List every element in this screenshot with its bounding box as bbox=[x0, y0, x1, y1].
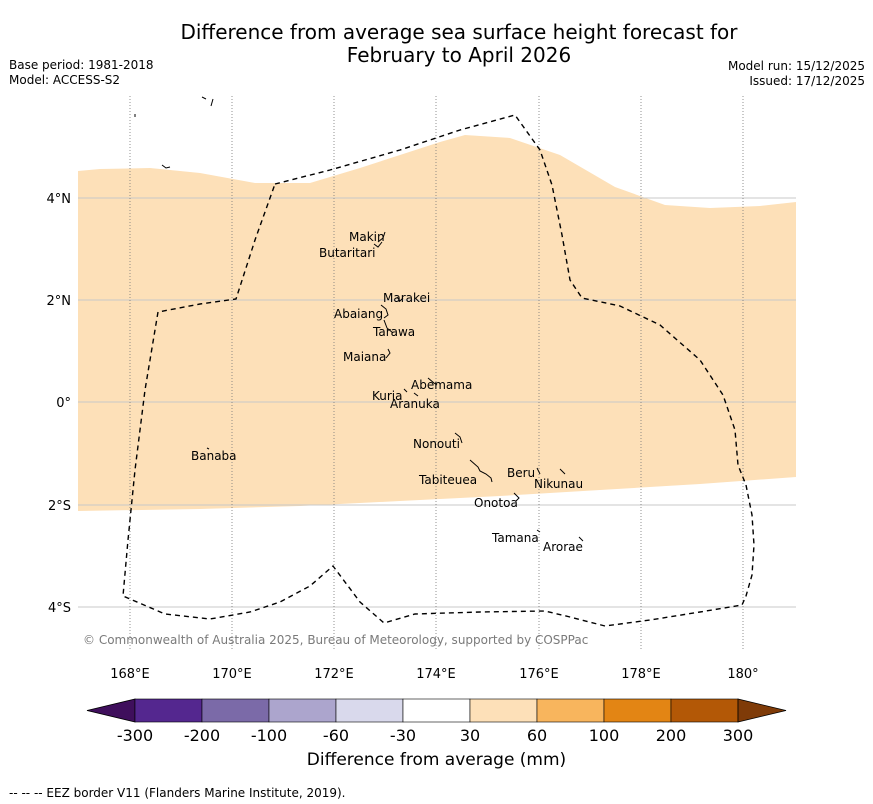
colorbar bbox=[86, 698, 787, 723]
coast-top-fragment-1 bbox=[201, 96, 207, 100]
lon-label-172: 172°E bbox=[314, 667, 354, 682]
label-marakei: Marakei bbox=[383, 291, 430, 305]
colorbar-label: 30 bbox=[459, 726, 481, 745]
island-makin-shape bbox=[377, 231, 386, 243]
colorbar-label: -300 bbox=[116, 726, 154, 745]
label-abemama: Abemama bbox=[411, 378, 472, 392]
colorbar-label: -200 bbox=[183, 726, 221, 745]
lat-label-0: 0° bbox=[56, 396, 71, 411]
copyright-text: © Commonwealth of Australia 2025, Bureau… bbox=[83, 633, 588, 647]
island-arorae-shape bbox=[578, 536, 584, 542]
colorbar-segment--60-to--30 bbox=[335, 698, 404, 723]
colorbar-segment-30-to-60 bbox=[469, 698, 538, 723]
colorbar-label: -60 bbox=[322, 726, 350, 745]
label-nikunau: Nikunau bbox=[534, 477, 583, 491]
label-tarawa: Tarawa bbox=[372, 325, 415, 339]
model-run-text: Model run: 15/12/2025 bbox=[727, 59, 865, 73]
coastlines bbox=[134, 96, 584, 542]
island-tabiteuea-shape bbox=[469, 459, 493, 483]
island-marakei-shape bbox=[396, 296, 404, 302]
island-kuria-shape bbox=[403, 388, 408, 393]
lat-label-4s: 4°S bbox=[48, 601, 71, 616]
island-nikunau-shape bbox=[559, 468, 566, 475]
coast-top-fragment-4 bbox=[161, 164, 171, 169]
island-tarawa-shape bbox=[383, 319, 394, 334]
lon-label-178: 178°E bbox=[621, 667, 661, 682]
colorbar-label: 100 bbox=[588, 726, 620, 745]
island-aranuka-shape bbox=[413, 392, 419, 397]
colorbar-label: 200 bbox=[655, 726, 687, 745]
colorbar-segment--200-to--100 bbox=[201, 698, 270, 723]
lon-gridlines bbox=[129, 96, 744, 650]
colorbar-title: Difference from average (mm) bbox=[306, 750, 567, 770]
title-line-1: Difference from average sea surface heig… bbox=[180, 20, 738, 44]
issued-text: Issued: 17/12/2025 bbox=[749, 74, 865, 88]
title-line-2: February to April 2026 bbox=[346, 43, 572, 67]
label-arorae: Arorae bbox=[543, 540, 583, 554]
model-text: Model: ACCESS-S2 bbox=[9, 73, 121, 87]
label-maiana: Maiana bbox=[343, 350, 386, 364]
lat-label-4n: 4°N bbox=[47, 192, 72, 207]
colorbar-segment-200-to-300 bbox=[670, 698, 739, 723]
colorbar-label: -30 bbox=[389, 726, 417, 745]
lat-gridlines bbox=[78, 197, 796, 608]
meta-left: Base period: 1981-2018 Model: ACCESS-S2 bbox=[9, 58, 154, 88]
colorbar-extend-low bbox=[86, 698, 136, 723]
island-nonouti-shape bbox=[454, 432, 463, 444]
lon-label-176: 176°E bbox=[519, 667, 559, 682]
lon-label-170: 170°E bbox=[212, 667, 252, 682]
eez-legend-footer: -- -- -- EEZ border V11 (Flanders Marine… bbox=[9, 786, 346, 800]
lat-label-2s: 2°S bbox=[48, 499, 71, 514]
colorbar-segment--30-to-30 bbox=[402, 698, 471, 723]
lat-label-2n: 2°N bbox=[47, 294, 72, 309]
anomaly-region-30-60 bbox=[78, 135, 796, 511]
base-period-text: Base period: 1981-2018 bbox=[9, 58, 154, 72]
colorbar-extend-high bbox=[737, 698, 787, 723]
island-labels: Makin Butaritari Marakei Abaiang Tarawa … bbox=[191, 230, 583, 554]
colorbar-segment--100-to--60 bbox=[268, 698, 337, 723]
island-beru-shape bbox=[536, 467, 541, 475]
label-kuria: Kuria bbox=[372, 389, 403, 403]
label-banaba: Banaba bbox=[191, 449, 237, 463]
label-nonouti: Nonouti bbox=[413, 437, 460, 451]
island-abemama-shape bbox=[427, 377, 438, 386]
island-butaritari-shape bbox=[373, 241, 383, 248]
coast-top-fragment-2 bbox=[210, 98, 214, 107]
colorbar-segment-100-to-200 bbox=[603, 698, 672, 723]
island-abaiang-shape bbox=[380, 304, 389, 319]
colorbar-label: 300 bbox=[722, 726, 754, 745]
island-maiana-shape bbox=[385, 348, 391, 359]
island-banaba-shape bbox=[206, 447, 210, 450]
lon-label-180: 180° bbox=[727, 667, 758, 682]
label-beru: Beru bbox=[507, 466, 535, 480]
lon-label-168: 168°E bbox=[110, 667, 150, 682]
label-aranuka: Aranuka bbox=[390, 397, 440, 411]
meta-right: Model run: 15/12/2025 Issued: 17/12/2025 bbox=[728, 59, 865, 89]
lon-label-174: 174°E bbox=[416, 667, 456, 682]
eez-border bbox=[122, 114, 755, 627]
map-title: Difference from average sea surface heig… bbox=[0, 21, 873, 67]
lon-tick-labels: 168°E 170°E 172°E 174°E 176°E 178°E 180° bbox=[110, 667, 758, 682]
colorbar-segment-60-to-100 bbox=[536, 698, 605, 723]
colorbar-segment--300-to--200 bbox=[134, 698, 203, 723]
label-tamana: Tamana bbox=[491, 531, 539, 545]
label-butaritari: Butaritari bbox=[319, 246, 376, 260]
lat-tick-labels: 4°N 2°N 0° 2°S 4°S bbox=[47, 192, 72, 616]
label-onotoa: Onotoa bbox=[474, 496, 518, 510]
label-makin: Makin bbox=[349, 230, 385, 244]
label-tabiteuea: Tabiteuea bbox=[418, 473, 477, 487]
colorbar-label: 60 bbox=[526, 726, 548, 745]
island-tamana-shape bbox=[536, 529, 541, 533]
island-onotoa-shape bbox=[513, 492, 520, 502]
label-abaiang: Abaiang bbox=[334, 307, 383, 321]
colorbar-label: -100 bbox=[250, 726, 288, 745]
